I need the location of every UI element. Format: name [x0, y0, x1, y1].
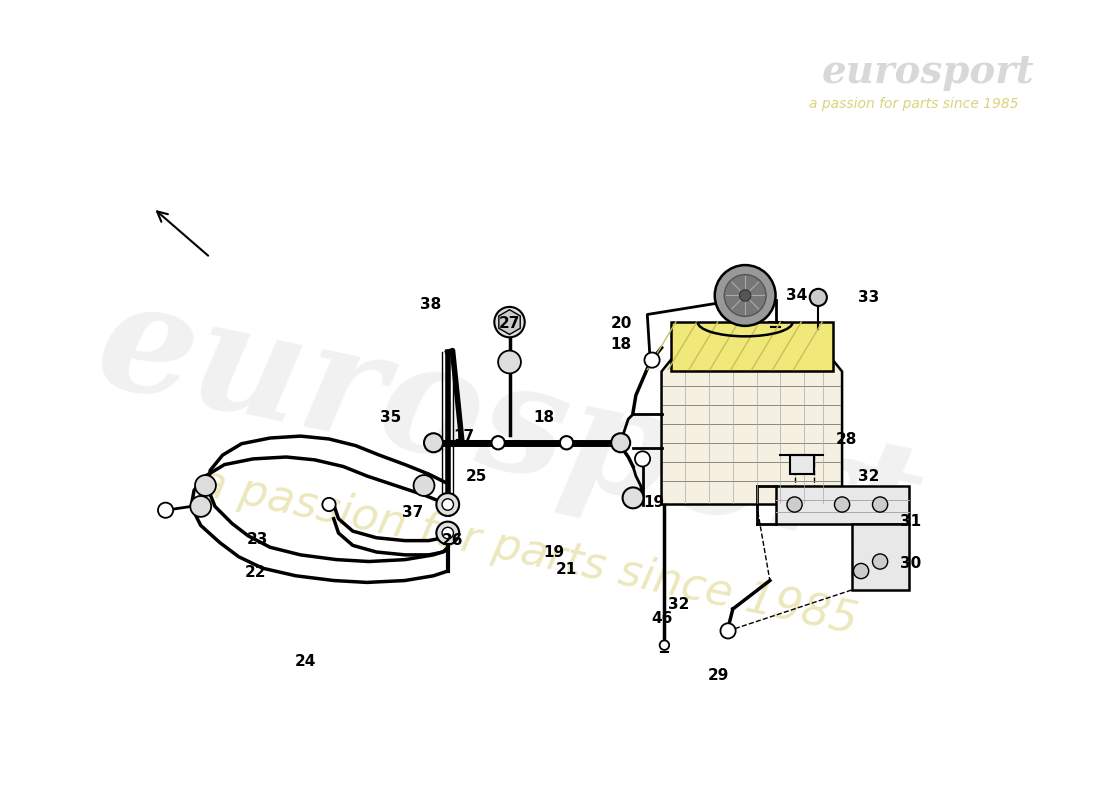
Circle shape — [560, 436, 573, 450]
Text: 18: 18 — [534, 410, 554, 425]
Polygon shape — [498, 310, 520, 334]
Circle shape — [442, 499, 453, 510]
Circle shape — [437, 522, 459, 545]
Text: 35: 35 — [381, 410, 402, 425]
Text: 26: 26 — [442, 533, 463, 548]
Circle shape — [739, 290, 751, 301]
Circle shape — [190, 496, 211, 517]
Circle shape — [442, 527, 453, 538]
Text: 30: 30 — [900, 556, 921, 571]
Polygon shape — [671, 322, 833, 371]
Polygon shape — [776, 486, 909, 523]
Circle shape — [414, 475, 435, 496]
Circle shape — [492, 436, 505, 450]
Text: 31: 31 — [900, 514, 921, 529]
Circle shape — [786, 497, 802, 512]
Circle shape — [635, 451, 650, 466]
Text: 32: 32 — [668, 597, 690, 612]
Circle shape — [437, 493, 459, 516]
Circle shape — [660, 640, 669, 650]
Text: 21: 21 — [556, 562, 578, 577]
Text: 23: 23 — [248, 532, 268, 547]
Text: 29: 29 — [708, 668, 729, 683]
Circle shape — [810, 289, 827, 306]
Text: 37: 37 — [402, 505, 424, 520]
Circle shape — [715, 265, 775, 326]
Circle shape — [720, 623, 736, 638]
Text: a passion for parts since 1985: a passion for parts since 1985 — [808, 97, 1019, 110]
Text: 46: 46 — [651, 611, 672, 626]
Text: 19: 19 — [644, 495, 664, 510]
Text: 33: 33 — [858, 290, 879, 305]
Text: 25: 25 — [465, 469, 487, 483]
Polygon shape — [661, 348, 843, 505]
Circle shape — [854, 563, 869, 578]
Circle shape — [872, 554, 888, 569]
Text: 22: 22 — [245, 566, 266, 581]
Circle shape — [835, 497, 849, 512]
Circle shape — [498, 350, 521, 374]
Circle shape — [612, 434, 630, 452]
Text: a passion for parts since 1985: a passion for parts since 1985 — [196, 461, 861, 643]
Text: 24: 24 — [295, 654, 316, 669]
Circle shape — [724, 274, 766, 316]
Text: 19: 19 — [543, 545, 564, 559]
Text: 28: 28 — [836, 433, 858, 447]
Circle shape — [494, 307, 525, 338]
Text: eurosport: eurosport — [85, 269, 934, 588]
Text: 18: 18 — [610, 338, 631, 352]
Polygon shape — [851, 523, 909, 590]
Circle shape — [623, 487, 643, 508]
Circle shape — [645, 353, 660, 368]
Text: 17: 17 — [453, 429, 474, 444]
Circle shape — [158, 502, 173, 518]
Circle shape — [424, 434, 443, 452]
Circle shape — [322, 498, 335, 511]
Text: 20: 20 — [610, 317, 632, 331]
Text: 34: 34 — [785, 288, 807, 303]
Text: eurosport: eurosport — [822, 54, 1034, 91]
Text: 27: 27 — [498, 317, 520, 331]
Circle shape — [195, 475, 216, 496]
Polygon shape — [790, 455, 814, 474]
Circle shape — [872, 497, 888, 512]
Text: 32: 32 — [858, 469, 879, 483]
Text: 38: 38 — [420, 298, 441, 313]
